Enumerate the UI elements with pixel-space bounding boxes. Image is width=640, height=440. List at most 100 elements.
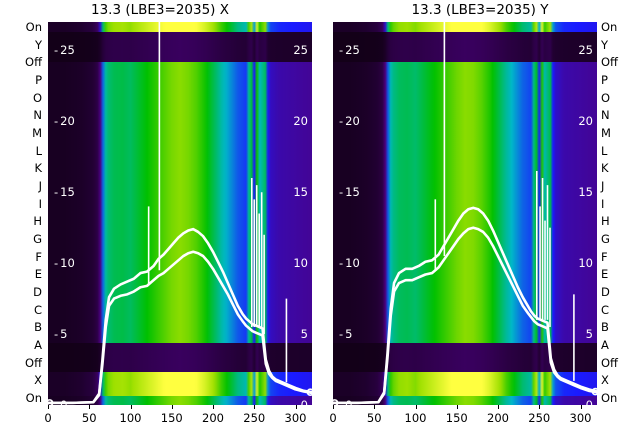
inner-y-tick-left: -15 — [54, 185, 75, 200]
category-tick-on-21: On — [601, 391, 618, 405]
category-tick-off-2: Off — [25, 55, 42, 70]
x-tick-mark — [213, 405, 214, 409]
category-labels-right: On Y Off P O N M L K J I H G F E D C B A Off X On — [597, 20, 640, 405]
x-tick-label: 250 — [528, 411, 551, 425]
category-tick-d-15: D — [33, 285, 42, 299]
panel-x-title: 13.3 (LBE3=2035) X — [91, 2, 229, 18]
inner-y-tick-left: -20 — [54, 114, 75, 129]
x-tick-mark — [48, 405, 49, 409]
x-tick-mark — [539, 405, 541, 409]
category-tick-a-18: A — [34, 338, 42, 352]
category-tick-on-0: On — [601, 20, 618, 34]
x-tick-label: 150 — [445, 411, 468, 425]
inner-y-tick-left: -25 — [339, 43, 360, 58]
inner-y-tick-right: 5 — [300, 327, 308, 342]
category-tick-b-17: B — [34, 320, 42, 335]
category-tick-m-6: M — [601, 126, 611, 140]
x-tick-label: 100 — [404, 411, 427, 425]
panel-x: 13.3 (LBE3=2035) X -25 25-20 20-15 15-10 10-… — [44, 2, 312, 435]
category-tick-g-12: G — [601, 232, 610, 246]
panel-x-traces — [48, 22, 312, 405]
endpoint-marker — [306, 388, 312, 397]
x-tick-label: 300 — [284, 411, 307, 425]
category-tick-k-8: K — [601, 161, 609, 176]
x-tick-label: 100 — [119, 411, 142, 425]
inner-y-tick-right: 25 — [293, 43, 308, 58]
dark-row-band — [333, 31, 597, 62]
category-tick-k-8: K — [34, 161, 42, 176]
inner-y-tick-right: 15 — [293, 185, 308, 200]
panel-y: 13.3 (LBE3=2035) Y -25 25-20 20-15 15-10 10-… — [320, 0, 640, 440]
panel-x-axes[interactable]: -25 25 -20 20 -15 15 -10 10 -5 5 -0 0 — [48, 22, 312, 405]
inner-y-tick-left: -10 — [339, 256, 360, 271]
category-tick-y-1: Y — [34, 37, 42, 52]
panel-y-traces — [333, 22, 597, 405]
trace-lower-x — [48, 250, 312, 405]
category-tick-on-0: On — [25, 20, 42, 34]
category-tick-i-10: I — [38, 196, 42, 211]
category-tick-o-4: O — [601, 90, 611, 105]
category-tick-x-20: X — [601, 373, 609, 388]
endpoint-marker — [333, 399, 339, 405]
panel-x-xaxis: 0 50 100 150 200 250 300 — [44, 405, 312, 435]
bottom-strip — [48, 372, 312, 397]
category-tick-f-13: F — [601, 249, 608, 264]
inner-y-tick-left: -0 — [339, 398, 353, 405]
category-tick-p-3: P — [601, 73, 608, 87]
x-tick-label: 50 — [366, 411, 382, 425]
x-tick-mark — [171, 405, 173, 409]
panel-y-title: 13.3 (LBE3=2035) Y — [411, 2, 549, 18]
category-tick-on-21: On — [25, 391, 42, 405]
category-tick-i-10: I — [601, 196, 605, 211]
inner-y-tick-right: 10 — [293, 256, 308, 271]
inner-y-tick-right: 15 — [578, 185, 593, 200]
inner-y-tick-left: -15 — [339, 185, 360, 200]
trace-upper-y — [333, 206, 597, 405]
category-tick-j-9: J — [601, 179, 605, 193]
category-tick-o-4: O — [32, 90, 42, 105]
x-tick-mark — [415, 405, 417, 409]
category-tick-g-12: G — [33, 232, 42, 246]
panel-y-axes[interactable]: -25 25 -20 20 -15 15 -10 10 -5 5 -0 0 — [333, 22, 597, 405]
dark-row-band — [48, 31, 312, 62]
top-strip — [333, 22, 597, 32]
inner-y-tick-right: 5 — [585, 327, 593, 342]
x-tick-mark — [295, 405, 297, 409]
category-tick-h-11: H — [601, 214, 610, 229]
x-tick-mark — [254, 405, 256, 409]
category-tick-m-6: M — [32, 126, 42, 140]
x-tick-label: 200 — [487, 411, 509, 425]
x-tick-label: 0 — [329, 411, 337, 425]
x-tick-mark — [580, 405, 582, 409]
endpoint-marker — [591, 387, 597, 396]
category-tick-d-15: D — [601, 285, 610, 299]
x-tick-mark — [130, 405, 132, 409]
category-tick-p-3: P — [35, 73, 42, 87]
x-tick-label: 300 — [569, 411, 592, 425]
inner-y-tick-right: 20 — [293, 114, 308, 129]
top-strip — [48, 22, 312, 32]
inner-y-tick-left: -5 — [339, 327, 353, 342]
inner-y-tick-right: 10 — [578, 256, 593, 271]
category-tick-x-20: X — [34, 373, 42, 388]
x-tick-mark — [374, 405, 376, 409]
category-tick-n-5: N — [33, 108, 42, 123]
x-tick-mark — [333, 405, 334, 409]
inner-y-tick-right: 0 — [585, 398, 593, 405]
category-tick-h-11: H — [33, 214, 42, 229]
x-tick-label: 0 — [44, 411, 52, 425]
x-tick-mark — [89, 405, 91, 409]
category-tick-b-17: B — [601, 320, 609, 335]
inner-y-tick-left: -25 — [54, 43, 75, 58]
category-tick-y-1: Y — [601, 37, 609, 52]
category-tick-l-7: L — [601, 143, 608, 158]
category-tick-a-18: A — [601, 338, 609, 352]
inner-y-tick-right: 25 — [578, 43, 593, 58]
x-tick-mark — [498, 405, 499, 409]
inner-y-tick-right: 20 — [578, 114, 593, 129]
category-tick-c-16: C — [33, 302, 42, 317]
category-tick-off-19: Off — [601, 355, 618, 370]
category-tick-e-14: E — [601, 267, 609, 282]
inner-y-tick-left: -20 — [339, 114, 360, 129]
